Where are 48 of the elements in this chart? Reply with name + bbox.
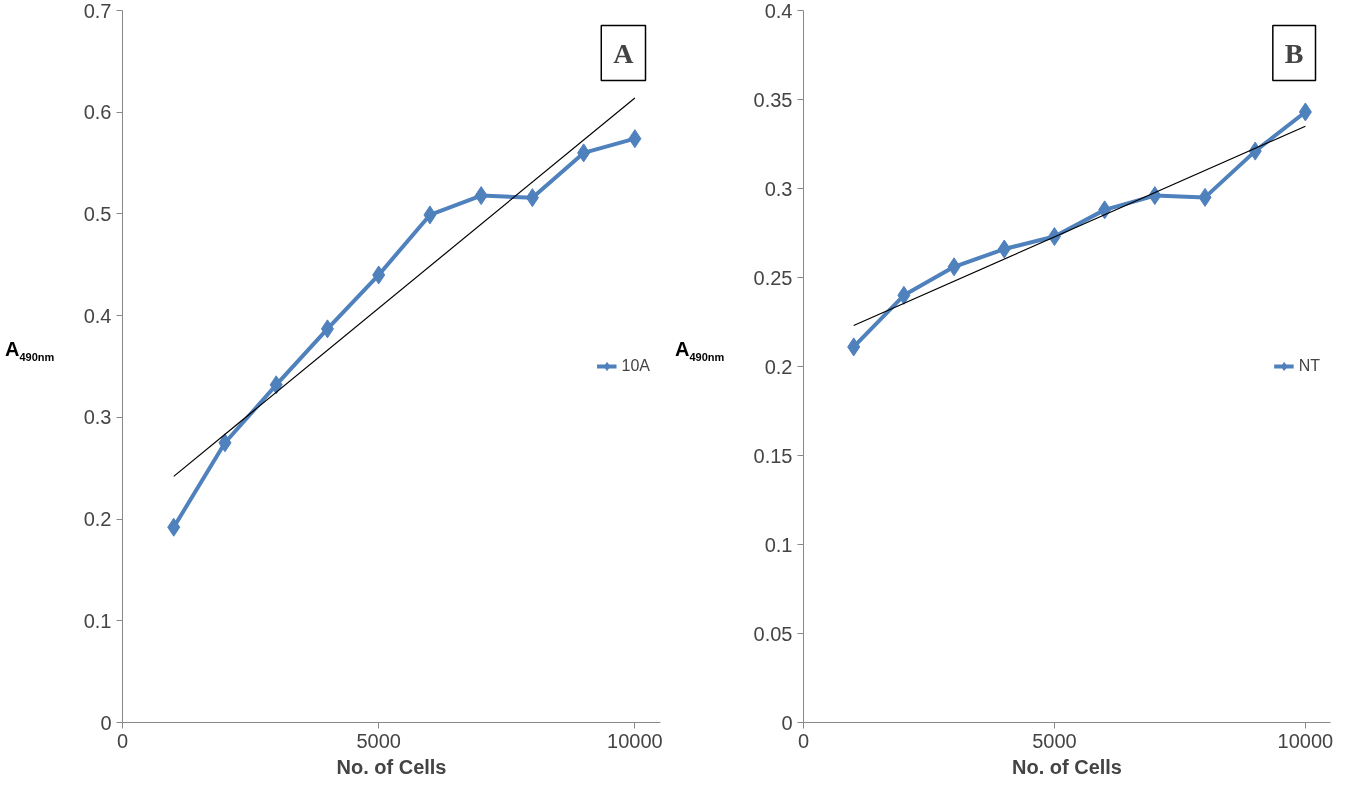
x-tick-label: 5000 [356, 729, 401, 752]
annotation: A [613, 37, 635, 69]
point [372, 265, 386, 285]
y-tick-label: 0.35 [753, 88, 793, 111]
y-tick-label: 0.5 [83, 202, 112, 225]
y-tick-label: 0.1 [83, 609, 112, 632]
x-tick-label: 10000 [1277, 729, 1334, 752]
point [525, 188, 539, 208]
y-tick-label: 0.2 [764, 355, 793, 378]
y-tick-label: 0.4 [764, 0, 793, 22]
y-tick-label: 0.15 [753, 444, 793, 467]
x-tick-label: 0 [116, 729, 129, 752]
y-tick-label: 0.6 [83, 101, 112, 124]
legend-label: NT [1298, 357, 1320, 375]
point [474, 186, 488, 206]
annotation: B [1284, 37, 1304, 69]
point [269, 375, 283, 395]
y-tick-label: 0.7 [83, 0, 112, 22]
point [1298, 102, 1312, 122]
point [167, 517, 181, 537]
y-tick-label: 0 [781, 711, 793, 734]
point [577, 143, 591, 163]
x-axis-title: No. of Cells [1012, 755, 1123, 778]
point [1198, 187, 1212, 207]
y-tick-label: 0.05 [753, 622, 793, 645]
x-tick-label: 0 [797, 729, 810, 752]
legend-label: 10A [621, 357, 650, 375]
y-axis-title: A$_{490nm}$ [675, 337, 725, 365]
point [423, 205, 437, 225]
x-tick-label: 5000 [1032, 729, 1077, 752]
y-tick-label: 0.3 [764, 177, 793, 200]
y-tick-label: 0 [100, 711, 112, 734]
point [897, 285, 911, 305]
point [628, 129, 642, 149]
point [320, 319, 334, 339]
y-tick-label: 0.3 [83, 406, 112, 429]
x-axis-title: No. of Cells [336, 755, 447, 778]
y-tick-label: 0.1 [764, 533, 793, 556]
point [218, 433, 232, 453]
y-tick-label: 0.25 [753, 266, 793, 289]
y-axis-title: A$_{490nm}$ [5, 337, 55, 365]
point [1098, 200, 1112, 220]
x-tick-label: 10000 [607, 729, 663, 752]
point [847, 337, 861, 357]
y-tick-label: 0.4 [83, 304, 112, 327]
point [947, 257, 961, 277]
y-tick-label: 0.2 [83, 508, 112, 531]
point [997, 239, 1011, 259]
